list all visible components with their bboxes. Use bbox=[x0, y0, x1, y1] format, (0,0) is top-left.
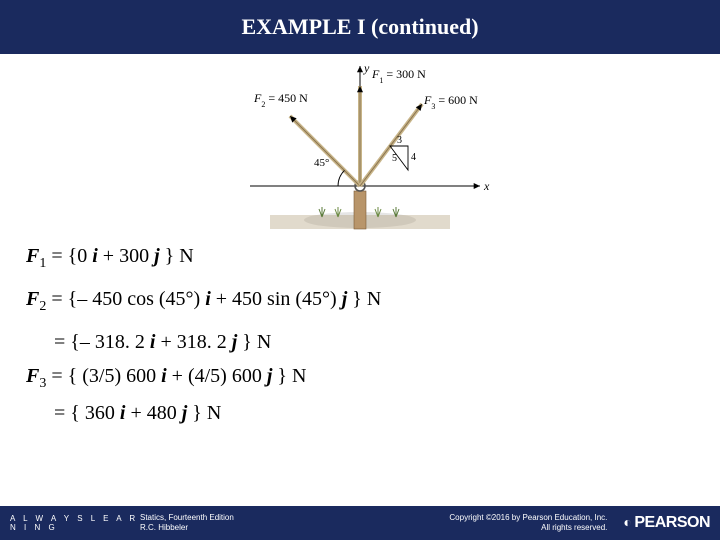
footer-book: Statics, Fourteenth EditionR.C. Hibbeler bbox=[140, 513, 449, 532]
svg-text:5: 5 bbox=[392, 153, 397, 164]
footer-bar: A L W A Y S L E A R N I N G Statics, Fou… bbox=[0, 506, 720, 540]
force-diagram: x y 45° 5 43 F1 = 300 N F2 = 450 N F3 = 600 N bbox=[0, 60, 720, 235]
svg-text:3: 3 bbox=[397, 135, 402, 146]
eq-f1: F1 = {0 i + 300 j } N bbox=[26, 241, 694, 274]
svg-text:F1 = 300 N: F1 = 300 N bbox=[371, 67, 426, 85]
diagram-svg: x y 45° 5 43 F1 = 300 N F2 = 450 N F3 = 600 N bbox=[230, 60, 490, 235]
eq-f2: F2 = {– 450 cos (45°) i + 450 sin (45°) … bbox=[26, 284, 694, 317]
eq-f3-result: = { 360 i + 480 j } N bbox=[54, 398, 694, 428]
svg-text:45°: 45° bbox=[314, 157, 329, 169]
svg-text:y: y bbox=[363, 61, 370, 75]
svg-text:x: x bbox=[483, 179, 490, 193]
equations-block: F1 = {0 i + 300 j } N F2 = {– 450 cos (4… bbox=[0, 235, 720, 428]
svg-text:4: 4 bbox=[411, 152, 416, 163]
svg-text:F3 = 600 N: F3 = 600 N bbox=[423, 93, 478, 111]
pearson-logo: PEARSON bbox=[613, 514, 720, 532]
eq-f3: F3 = { (3/5) 600 i + (4/5) 600 j } N bbox=[26, 361, 694, 394]
footer-copyright: Copyright ©2016 by Pearson Education, In… bbox=[449, 513, 613, 532]
title-bar: EXAMPLE I (continued) bbox=[0, 0, 720, 54]
footer-tagline: A L W A Y S L E A R N I N G bbox=[0, 514, 140, 532]
eq-f2-result: = {– 318. 2 i + 318. 2 j } N bbox=[54, 327, 694, 357]
page-title: EXAMPLE I (continued) bbox=[241, 14, 478, 40]
svg-text:F2 = 450 N: F2 = 450 N bbox=[253, 91, 308, 109]
